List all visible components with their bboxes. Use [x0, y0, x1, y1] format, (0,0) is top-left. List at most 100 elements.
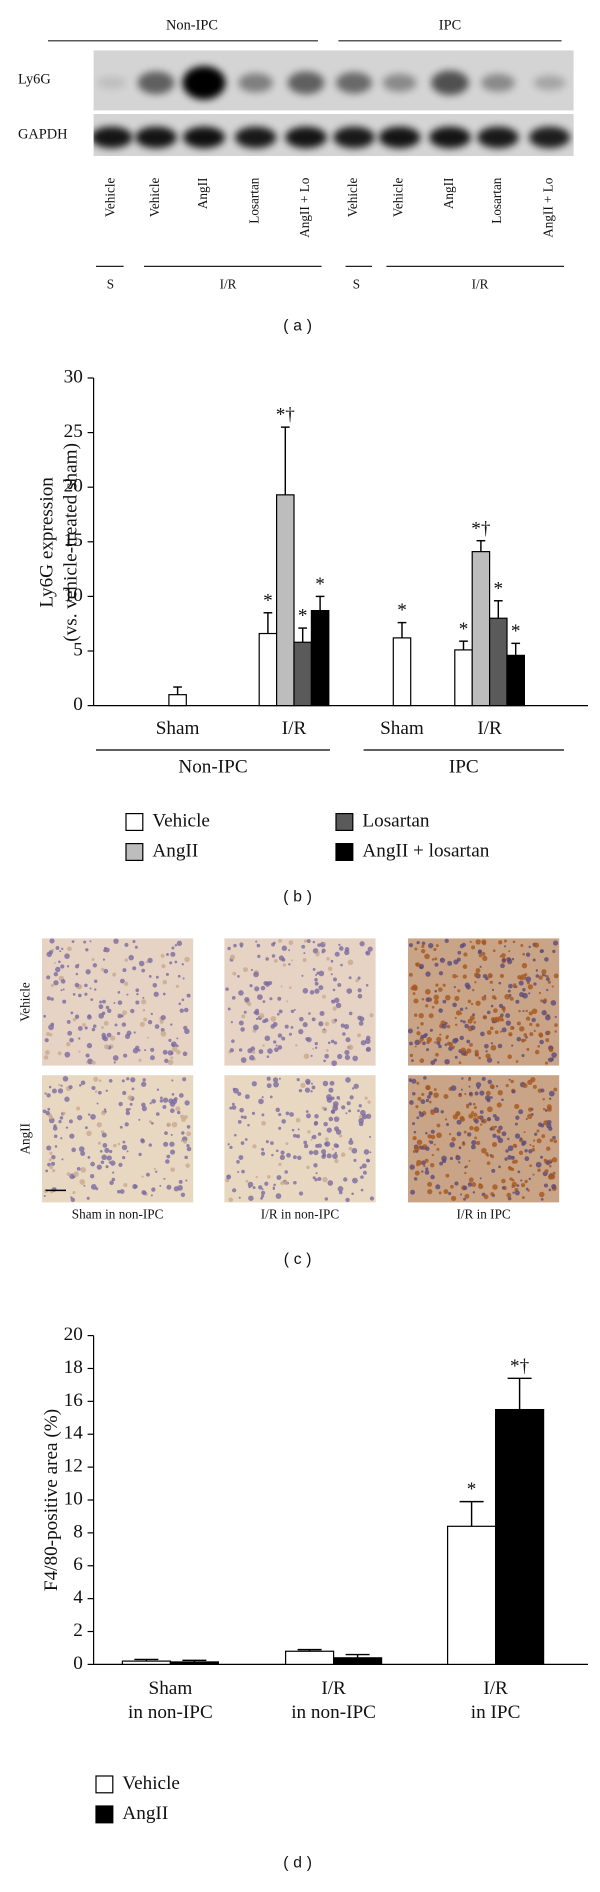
cell: [481, 939, 487, 945]
legend-swatch: [125, 842, 144, 861]
cell: [297, 1155, 302, 1161]
cell: [512, 1143, 517, 1148]
cell: [79, 1083, 82, 1087]
cell: [501, 1006, 506, 1011]
condition-label: S: [107, 277, 114, 292]
cell: [474, 981, 477, 984]
cell: [549, 1097, 552, 1100]
cell: [507, 1137, 510, 1141]
cell: [122, 968, 127, 973]
cell: [53, 980, 59, 986]
cell: [433, 999, 439, 1005]
cell: [485, 1152, 489, 1156]
cell: [503, 945, 507, 948]
cell: [229, 954, 236, 960]
x-tick-label: I/R: [282, 718, 307, 739]
cell: [65, 1126, 69, 1129]
bar: [276, 494, 295, 707]
cell: [531, 1008, 538, 1015]
cell: [165, 1159, 170, 1164]
cell: [148, 1120, 152, 1124]
cell: [62, 988, 65, 991]
cell: [265, 957, 269, 961]
cell: [171, 1098, 178, 1105]
cell: [151, 1098, 156, 1104]
cell: [288, 986, 292, 990]
cell: [156, 1088, 160, 1091]
cell: [231, 1039, 235, 1043]
cell: [444, 1043, 448, 1047]
cell: [323, 1059, 326, 1063]
cell: [497, 1129, 501, 1134]
cell: [506, 1192, 512, 1198]
cell: [47, 1107, 51, 1111]
cell: [151, 1121, 154, 1125]
cell: [252, 1144, 257, 1149]
x-tick-label: I/R: [321, 1678, 346, 1699]
cell: [231, 1105, 237, 1110]
cell: [176, 1049, 181, 1055]
cell: [489, 980, 493, 984]
cell: [464, 1093, 467, 1096]
cell: [546, 975, 549, 978]
cell: [421, 998, 425, 1001]
cell: [544, 1169, 549, 1174]
cell: [331, 1060, 338, 1067]
cell: [253, 1024, 259, 1031]
cell: [471, 945, 476, 950]
cell: [416, 1159, 422, 1166]
cell: [419, 965, 423, 969]
cell: [319, 1010, 325, 1017]
y-tick-label: 2: [73, 1620, 83, 1641]
cell: [252, 1186, 256, 1190]
cell: [462, 964, 468, 969]
cell: [137, 1048, 141, 1052]
cell: [540, 1197, 544, 1201]
cell: [78, 1037, 81, 1040]
cell: [264, 1035, 271, 1042]
cell: [280, 1150, 285, 1155]
cell: [457, 950, 462, 955]
cell: [467, 1132, 472, 1137]
cell: [439, 1008, 442, 1011]
cell: [133, 1031, 136, 1034]
cell: [332, 1006, 337, 1011]
cell: [258, 1049, 264, 1054]
y-axis-label: Ly6G expression: [36, 477, 57, 608]
cell: [337, 982, 342, 987]
cell: [147, 1036, 150, 1039]
cell: [273, 1040, 277, 1044]
cell: [87, 1156, 91, 1159]
cell: [89, 940, 92, 943]
cell: [86, 1130, 92, 1137]
cell: [270, 1141, 274, 1145]
cell: [491, 988, 495, 991]
cell: [255, 1017, 259, 1020]
cell: [307, 1130, 311, 1134]
cell: [472, 1191, 476, 1194]
cell: [112, 1171, 115, 1174]
cell: [409, 1164, 415, 1170]
cell: [528, 1011, 533, 1016]
cell: [162, 1049, 168, 1055]
cell: [474, 1091, 479, 1096]
cell: [414, 947, 418, 951]
cell: [314, 981, 319, 986]
cell: [433, 1143, 436, 1146]
cell: [365, 1035, 371, 1041]
cell: [318, 970, 325, 977]
cell: [492, 949, 496, 953]
cell: [489, 974, 492, 978]
cell: [296, 1078, 300, 1082]
cell: [521, 1141, 526, 1146]
cell: [113, 1061, 116, 1064]
cell: [338, 946, 344, 951]
cell: [53, 971, 59, 977]
cell: [454, 1023, 458, 1027]
x-tick-label: in non-IPC: [291, 1702, 376, 1723]
cell: [248, 1195, 254, 1201]
cell: [334, 1151, 337, 1154]
cell: [180, 1114, 185, 1119]
cell: [412, 1136, 417, 1141]
